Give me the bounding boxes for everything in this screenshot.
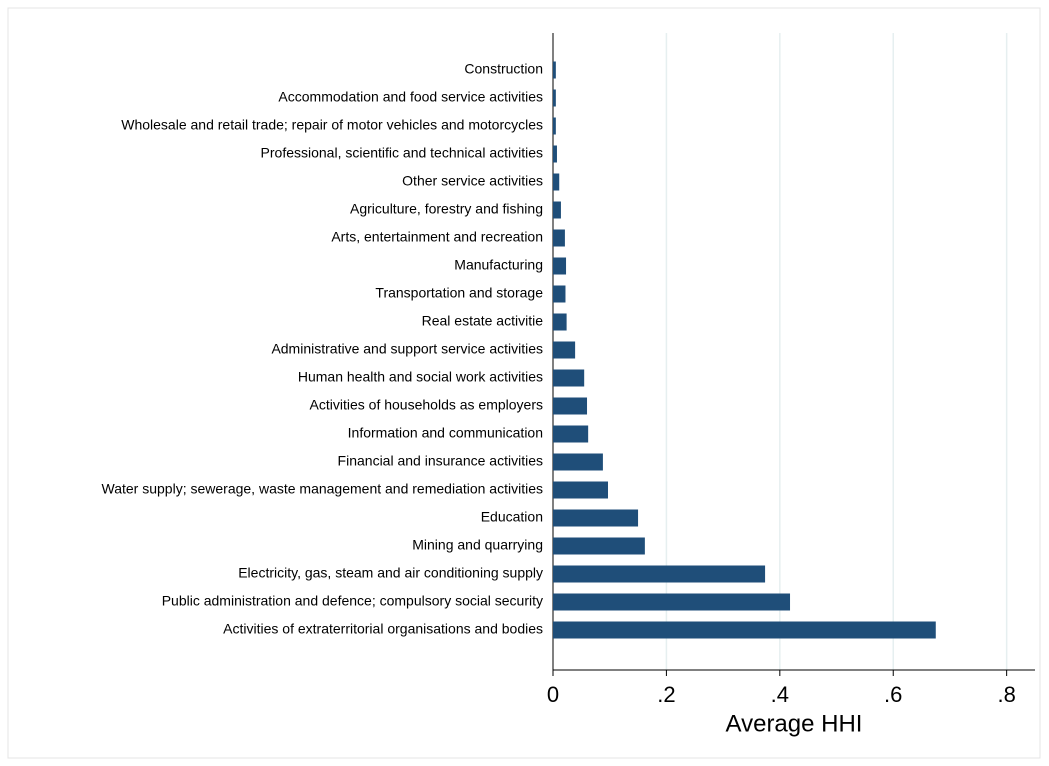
- y-tick-label: Water supply; sewerage, waste management…: [102, 481, 543, 497]
- y-tick-label: Agriculture, forestry and fishing: [350, 201, 543, 217]
- y-tick-label: Wholesale and retail trade; repair of mo…: [121, 117, 543, 133]
- x-axis-title: Average HHI: [726, 710, 863, 737]
- bar: [553, 369, 585, 387]
- bar: [553, 117, 556, 135]
- bar: [553, 257, 567, 275]
- y-tick-label: Mining and quarrying: [412, 537, 543, 553]
- bar: [553, 313, 567, 331]
- bar: [553, 425, 589, 443]
- x-tick-label: .2: [657, 682, 675, 707]
- bar: [553, 453, 603, 471]
- y-tick-label: Accommodation and food service activitie…: [278, 89, 543, 105]
- y-tick-label: Other service activities: [402, 173, 543, 189]
- bar: [553, 341, 576, 359]
- y-tick-label: Education: [481, 509, 543, 525]
- y-tick-label: Manufacturing: [454, 257, 543, 273]
- y-tick-label: Activities of extraterritorial organisat…: [223, 621, 543, 637]
- bar: [553, 593, 791, 611]
- y-tick-label: Real estate activitie: [422, 313, 544, 329]
- y-tick-label: Information and communication: [348, 425, 543, 441]
- bar: [553, 397, 588, 415]
- y-tick-label: Public administration and defence; compu…: [162, 593, 543, 609]
- bar: [553, 621, 936, 639]
- y-tick-label: Electricity, gas, steam and air conditio…: [238, 565, 543, 581]
- bar: [553, 565, 766, 583]
- bar: [553, 173, 560, 191]
- y-tick-label: Construction: [464, 61, 543, 77]
- bar: [553, 229, 565, 247]
- bar: [553, 201, 561, 219]
- y-tick-label: Activities of households as employers: [310, 397, 543, 413]
- bar: [553, 481, 609, 499]
- x-tick-label: .4: [771, 682, 789, 707]
- y-tick-label: Human health and social work activities: [298, 369, 543, 385]
- bar: [553, 145, 557, 163]
- bar: [553, 509, 639, 527]
- bar: [553, 537, 645, 555]
- x-tick-label: .8: [997, 682, 1015, 707]
- y-tick-label: Transportation and storage: [375, 285, 543, 301]
- x-tick-label: .6: [884, 682, 902, 707]
- y-tick-label: Financial and insurance activities: [338, 453, 543, 469]
- bar: [553, 89, 556, 107]
- bar: [553, 61, 556, 79]
- y-tick-label: Arts, entertainment and recreation: [331, 229, 543, 245]
- bar: [553, 285, 566, 303]
- x-tick-label: 0: [547, 682, 559, 707]
- y-tick-label: Administrative and support service activ…: [271, 341, 543, 357]
- y-tick-label: Professional, scientific and technical a…: [261, 145, 543, 161]
